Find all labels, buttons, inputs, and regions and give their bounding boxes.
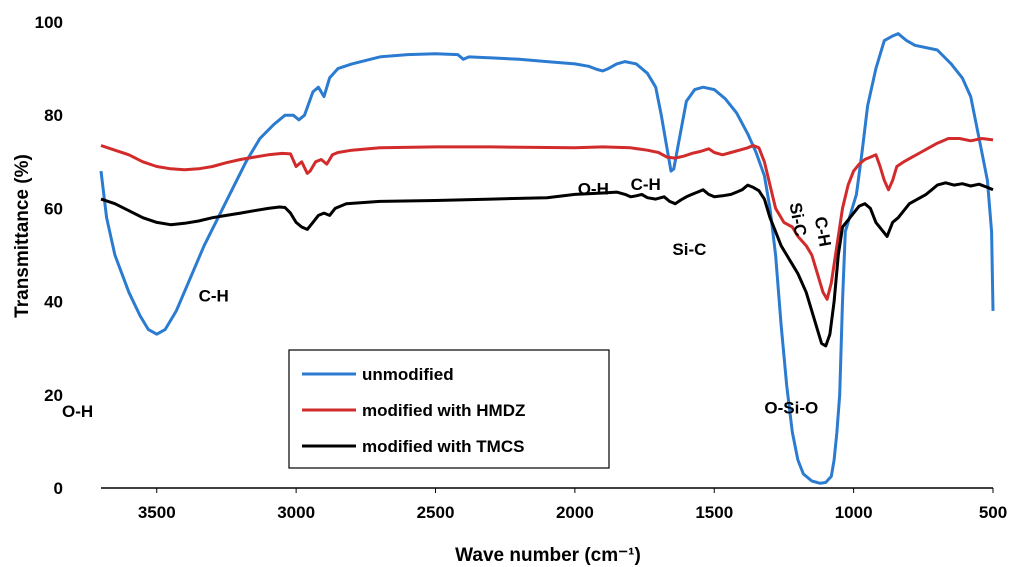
y-tick-label: 0 (54, 479, 63, 498)
peak-label: O-Si-O (764, 398, 818, 417)
legend-label: modified with HMDZ (362, 401, 525, 420)
y-tick-label: 100 (35, 13, 63, 32)
x-tick-label: 500 (979, 503, 1007, 522)
x-tick-label: 2500 (417, 503, 455, 522)
legend-label: unmodified (362, 365, 454, 384)
legend: unmodified modified with HMDZ modified wit… (288, 349, 610, 469)
peak-label: O-H (62, 402, 93, 421)
x-axis-title: Wave number (cm⁻¹) (455, 545, 641, 566)
y-tick-label: 80 (44, 106, 63, 125)
y-tick-label: 40 (44, 293, 63, 312)
series-line-0 (99, 32, 995, 485)
x-tick-label: 2000 (556, 503, 594, 522)
x-tick-label: 3000 (277, 503, 315, 522)
series-line-2 (100, 181, 994, 348)
axes: 0 20 40 60 80 100 3500 3000 2500 2000 1500 1000 500 (35, 13, 1008, 522)
y-axis-title: Transmittance (%) (12, 154, 33, 318)
x-tick-label: 1500 (695, 503, 733, 522)
peak-label: Si-C (672, 240, 706, 259)
y-tick-label: 60 (44, 199, 63, 218)
peak-label: C-H (199, 287, 229, 306)
series-line-1 (100, 137, 994, 301)
x-tick-label: 3500 (138, 503, 176, 522)
peak-annotations: O-HC-HO-H C-HSi-CSi-C C-HO-Si-O (62, 175, 835, 421)
peak-label: C-H (811, 215, 835, 248)
legend-label: modified with TMCS (362, 437, 524, 456)
y-tick-label: 20 (44, 386, 63, 405)
peak-label: O-H (578, 179, 609, 198)
series-lines (99, 32, 995, 485)
x-tick-label: 1000 (835, 503, 873, 522)
peak-label: C-H (631, 175, 661, 194)
